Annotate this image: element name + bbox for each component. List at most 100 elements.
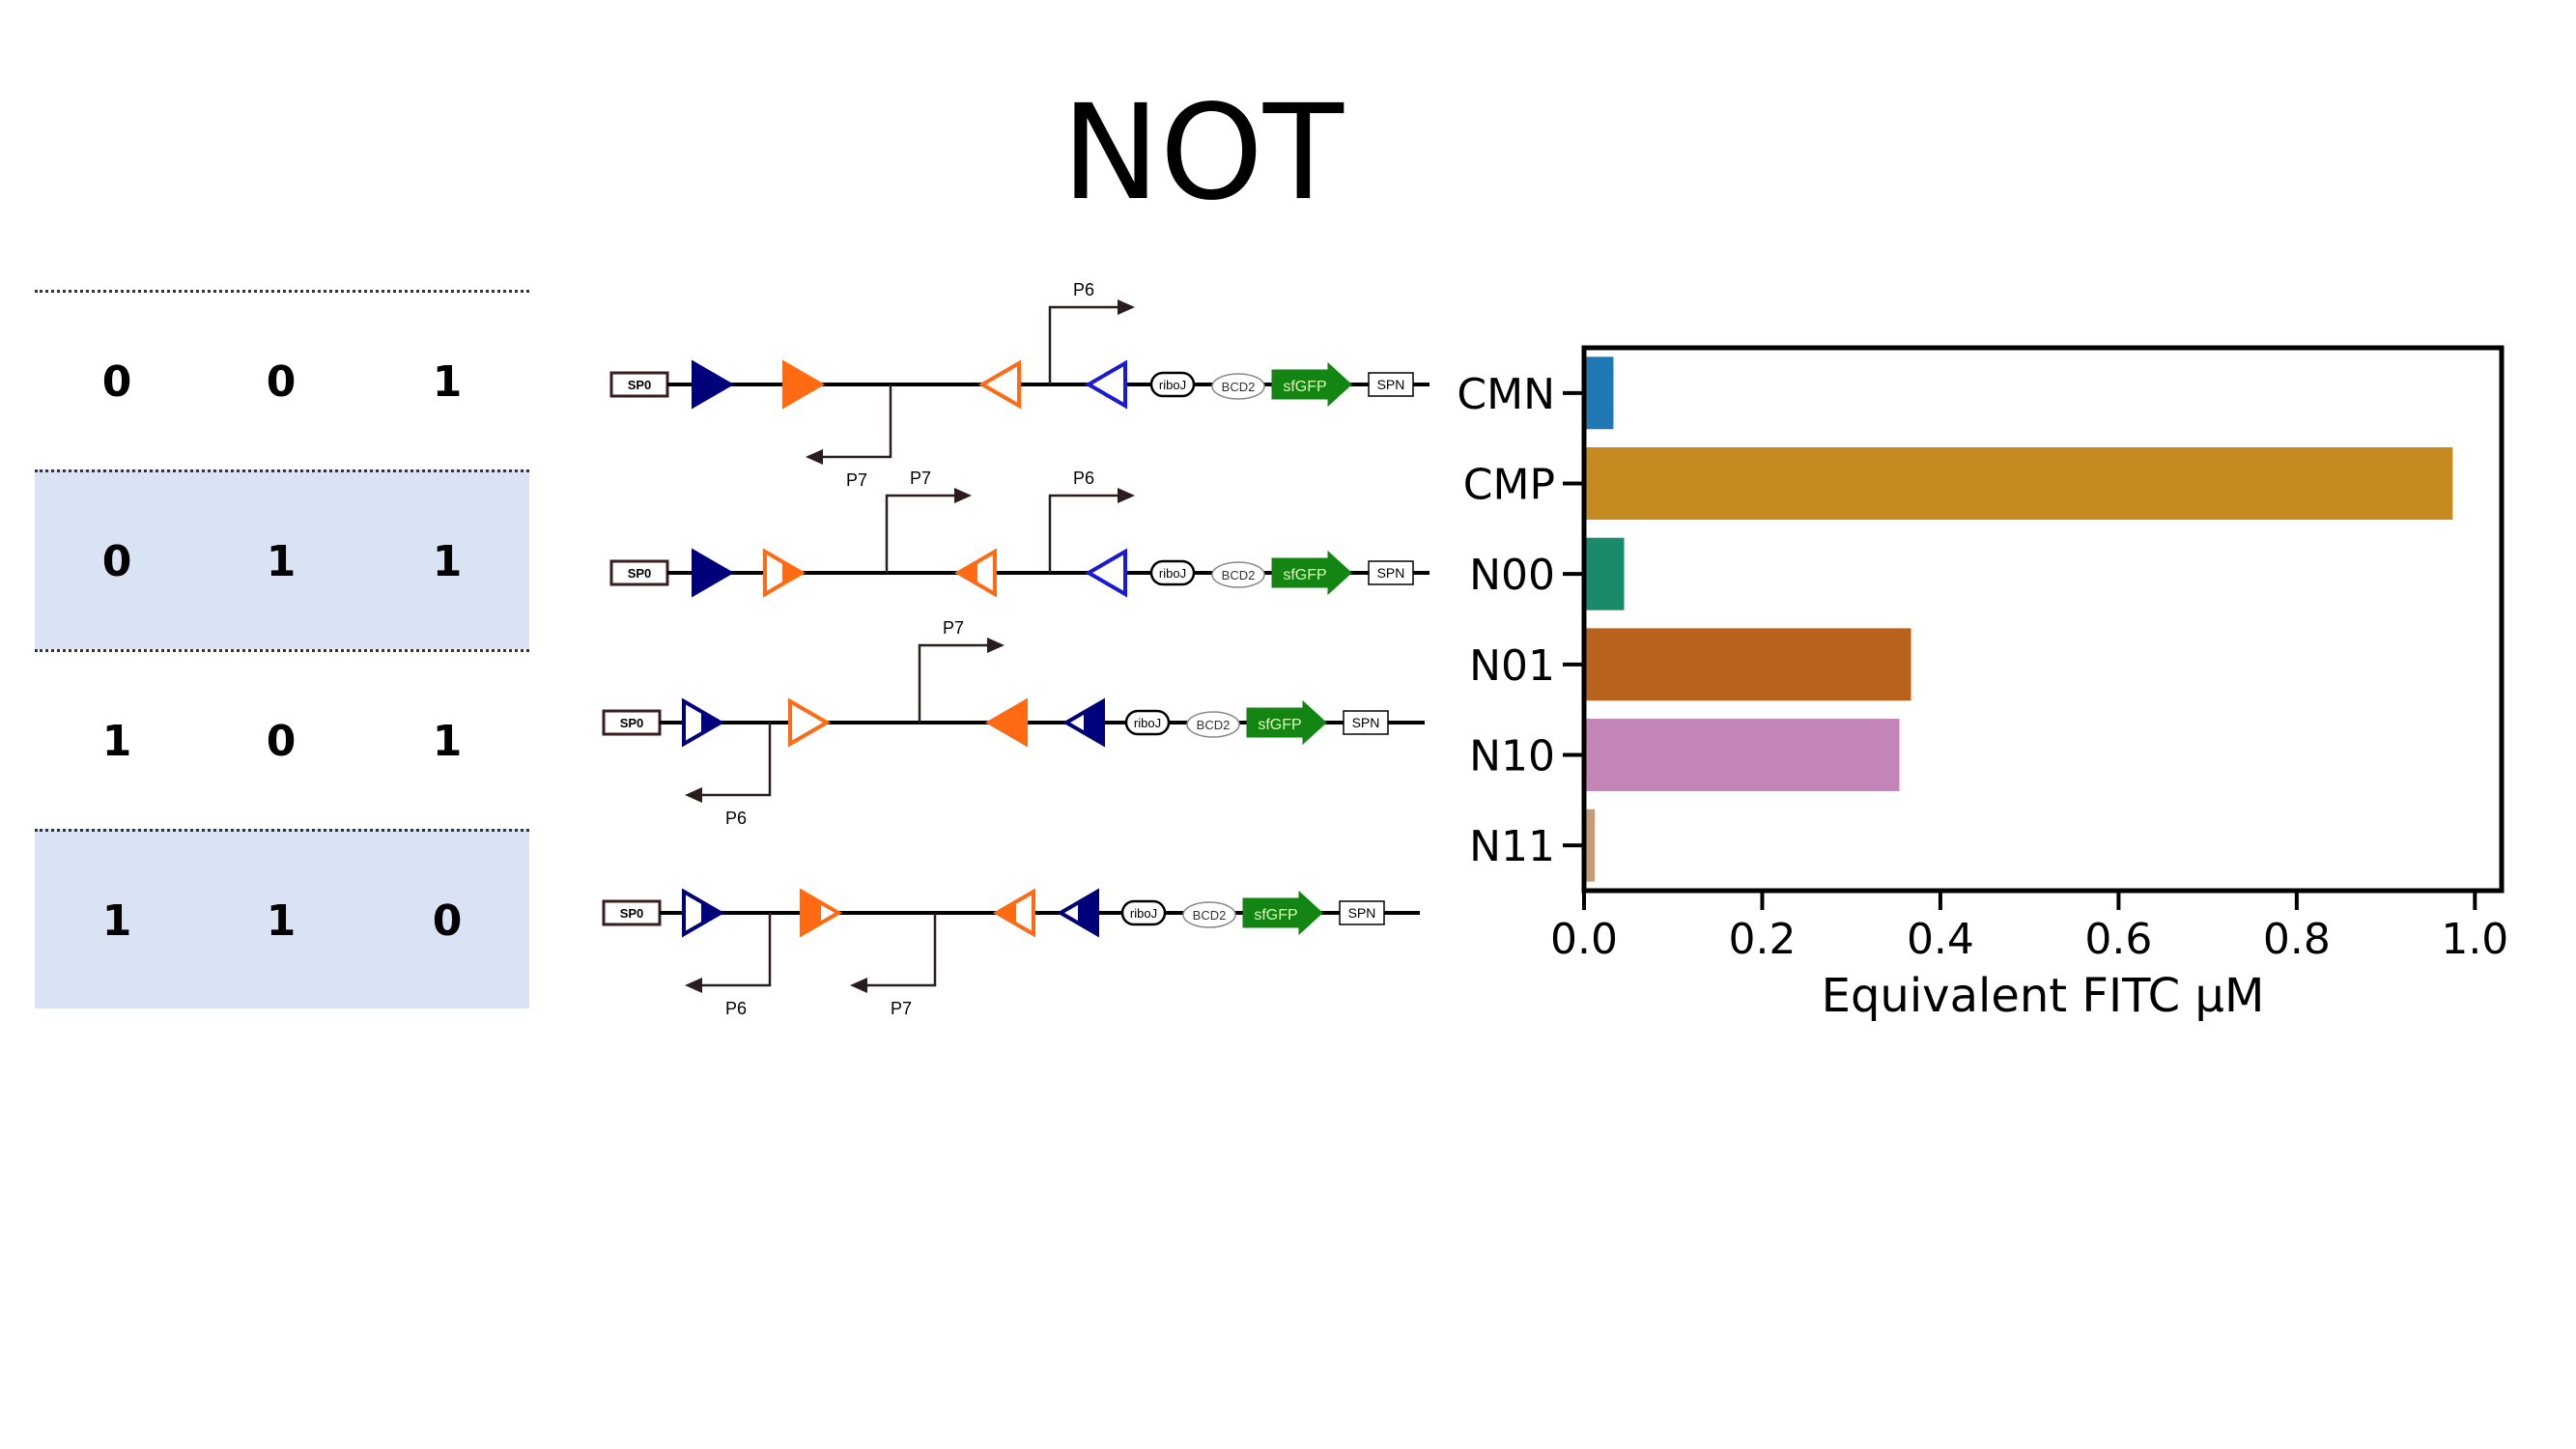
reporter-gene-icon xyxy=(1246,699,1327,746)
ribozyme-icon xyxy=(1149,371,1196,398)
truth-cell: 0 xyxy=(266,357,297,407)
attachment-site-orange-fill xyxy=(995,900,1016,925)
promoter-icon xyxy=(867,913,937,987)
attachment-site-orange-fill xyxy=(956,560,977,585)
rbs-label: BCD2 xyxy=(1197,718,1231,732)
reporter-gene-icon xyxy=(1271,550,1352,596)
truth-table: 0 0 1 0 1 1 1 0 1 1 1 0 xyxy=(35,290,529,1009)
terminator-icon xyxy=(1368,372,1414,397)
ribozyme-icon xyxy=(1120,899,1167,926)
promoter-arrowhead-icon xyxy=(685,978,702,993)
bar-n01 xyxy=(1584,628,1911,701)
truth-cell: 1 xyxy=(266,537,297,586)
promoter-label: P6 xyxy=(725,809,747,828)
y-tick-label: N01 xyxy=(1469,641,1555,691)
y-tick-label: CMP xyxy=(1463,461,1555,510)
reporter-gene-icon xyxy=(1271,361,1352,408)
attachment-site-orange xyxy=(782,359,825,410)
bar-cmn xyxy=(1584,356,1614,430)
ribozyme-label: riboJ xyxy=(1159,566,1186,581)
slide-title: NOT xyxy=(1062,77,1344,230)
truth-cell: 0 xyxy=(432,896,463,946)
attachment-site-blue xyxy=(1085,548,1127,598)
truth-cell: 0 xyxy=(101,537,132,586)
y-tick-label: N10 xyxy=(1469,732,1555,781)
circuit-3: SP0 P7 P6 riboJ BCD2 sfGFP SPN xyxy=(602,618,1425,828)
attachment-site-navy-fill xyxy=(1084,699,1104,746)
reporter-label: sfGFP xyxy=(1254,907,1297,923)
rbs-label: BCD2 xyxy=(1193,908,1227,923)
ribozyme-label: riboJ xyxy=(1134,716,1161,730)
promoter-icon xyxy=(1048,494,1118,573)
circuit-4: SP0 P6 P7 riboJ BCD2 sfGFP SPN xyxy=(602,888,1420,1018)
bar-n11 xyxy=(1584,809,1596,882)
bar-n00 xyxy=(1584,537,1625,611)
promoter-arrowhead-icon xyxy=(1118,488,1135,503)
truth-table-row: 1 1 0 xyxy=(35,829,529,1009)
x-tick-label: 0.2 xyxy=(1728,915,1796,964)
truth-cell: 0 xyxy=(101,357,132,407)
x-tick-label: 0.6 xyxy=(2084,915,2152,964)
promoter-label: P6 xyxy=(1073,469,1094,488)
circuit-1: SP0 P7 P6 riboJ BCD2 sfGFP SPN xyxy=(609,280,1430,490)
terminator-icon xyxy=(1339,900,1385,925)
circuit-2: SP0 P7 P6 riboJ BCD2 sfGFP SPN xyxy=(609,469,1430,598)
promoter-box-label: SP0 xyxy=(620,906,644,921)
rbs-icon xyxy=(1211,561,1265,588)
promoter-arrowhead-icon xyxy=(987,638,1005,653)
promoter-icon xyxy=(702,913,772,987)
ribozyme-icon xyxy=(1149,559,1196,586)
attachment-site-navy-fill xyxy=(701,900,722,925)
terminator-label: SPN xyxy=(1352,715,1380,730)
rbs-label: BCD2 xyxy=(1222,380,1256,394)
reporter-gene-icon xyxy=(1242,890,1323,936)
promoter-box-label: SP0 xyxy=(628,566,652,581)
fitc-bar-chart: CMN CMP N00 N01 N10 N11 0.0 0.2 0.4 0.6 0.8 1.0 Equi… xyxy=(1457,345,2508,1023)
attachment-site-navy xyxy=(692,359,734,410)
rbs-icon xyxy=(1182,901,1236,928)
promoter-icon xyxy=(918,643,987,723)
promoter-icon xyxy=(1048,305,1118,384)
terminator-icon xyxy=(1368,560,1414,585)
bar-n10 xyxy=(1584,719,1900,791)
promoter-label: P6 xyxy=(1073,280,1094,299)
x-tick-label: 0.4 xyxy=(1907,915,1974,964)
reporter-label: sfGFP xyxy=(1283,379,1326,395)
attachment-site-orange-fill xyxy=(801,890,821,936)
promoter-arrowhead-icon xyxy=(1118,299,1135,315)
attachment-site-orange xyxy=(985,697,1028,748)
bar-cmp xyxy=(1584,447,2453,520)
promoter-box-icon xyxy=(609,371,669,398)
truth-table-row: 0 1 1 xyxy=(35,469,529,649)
rbs-icon xyxy=(1211,373,1265,400)
truth-cell: 1 xyxy=(432,537,463,586)
promoter-label: P7 xyxy=(846,470,867,490)
y-tick-label: N11 xyxy=(1469,822,1555,871)
x-tick-label: 0.8 xyxy=(2263,915,2331,964)
promoter-arrowhead-icon xyxy=(954,488,972,503)
truth-cell: 1 xyxy=(266,896,297,946)
terminator-label: SPN xyxy=(1377,377,1405,392)
promoter-label: P7 xyxy=(891,999,912,1018)
promoter-box-icon xyxy=(602,709,662,736)
x-tick-label: 0.0 xyxy=(1550,915,1618,964)
promoter-label: P6 xyxy=(725,999,747,1018)
promoter-icon xyxy=(823,384,892,459)
terminator-label: SPN xyxy=(1348,905,1376,921)
x-axis-label: Equivalent FITC μM xyxy=(1822,969,2265,1023)
promoter-icon xyxy=(885,494,954,573)
ribozyme-label: riboJ xyxy=(1130,906,1157,921)
promoter-label: P7 xyxy=(910,469,931,488)
y-tick-label: CMN xyxy=(1457,370,1555,419)
truth-cell: 0 xyxy=(266,717,297,766)
promoter-box-label: SP0 xyxy=(628,378,652,392)
truth-cell: 1 xyxy=(432,717,463,766)
promoter-box-label: SP0 xyxy=(620,716,644,730)
promoter-icon xyxy=(702,723,772,797)
rbs-label: BCD2 xyxy=(1222,568,1256,582)
plot-frame xyxy=(1581,345,2505,894)
y-tick-label: N00 xyxy=(1469,551,1555,600)
attachment-site-navy-fill xyxy=(1078,890,1098,936)
truth-cell: 1 xyxy=(101,896,132,946)
attachment-site-orange xyxy=(978,359,1021,410)
